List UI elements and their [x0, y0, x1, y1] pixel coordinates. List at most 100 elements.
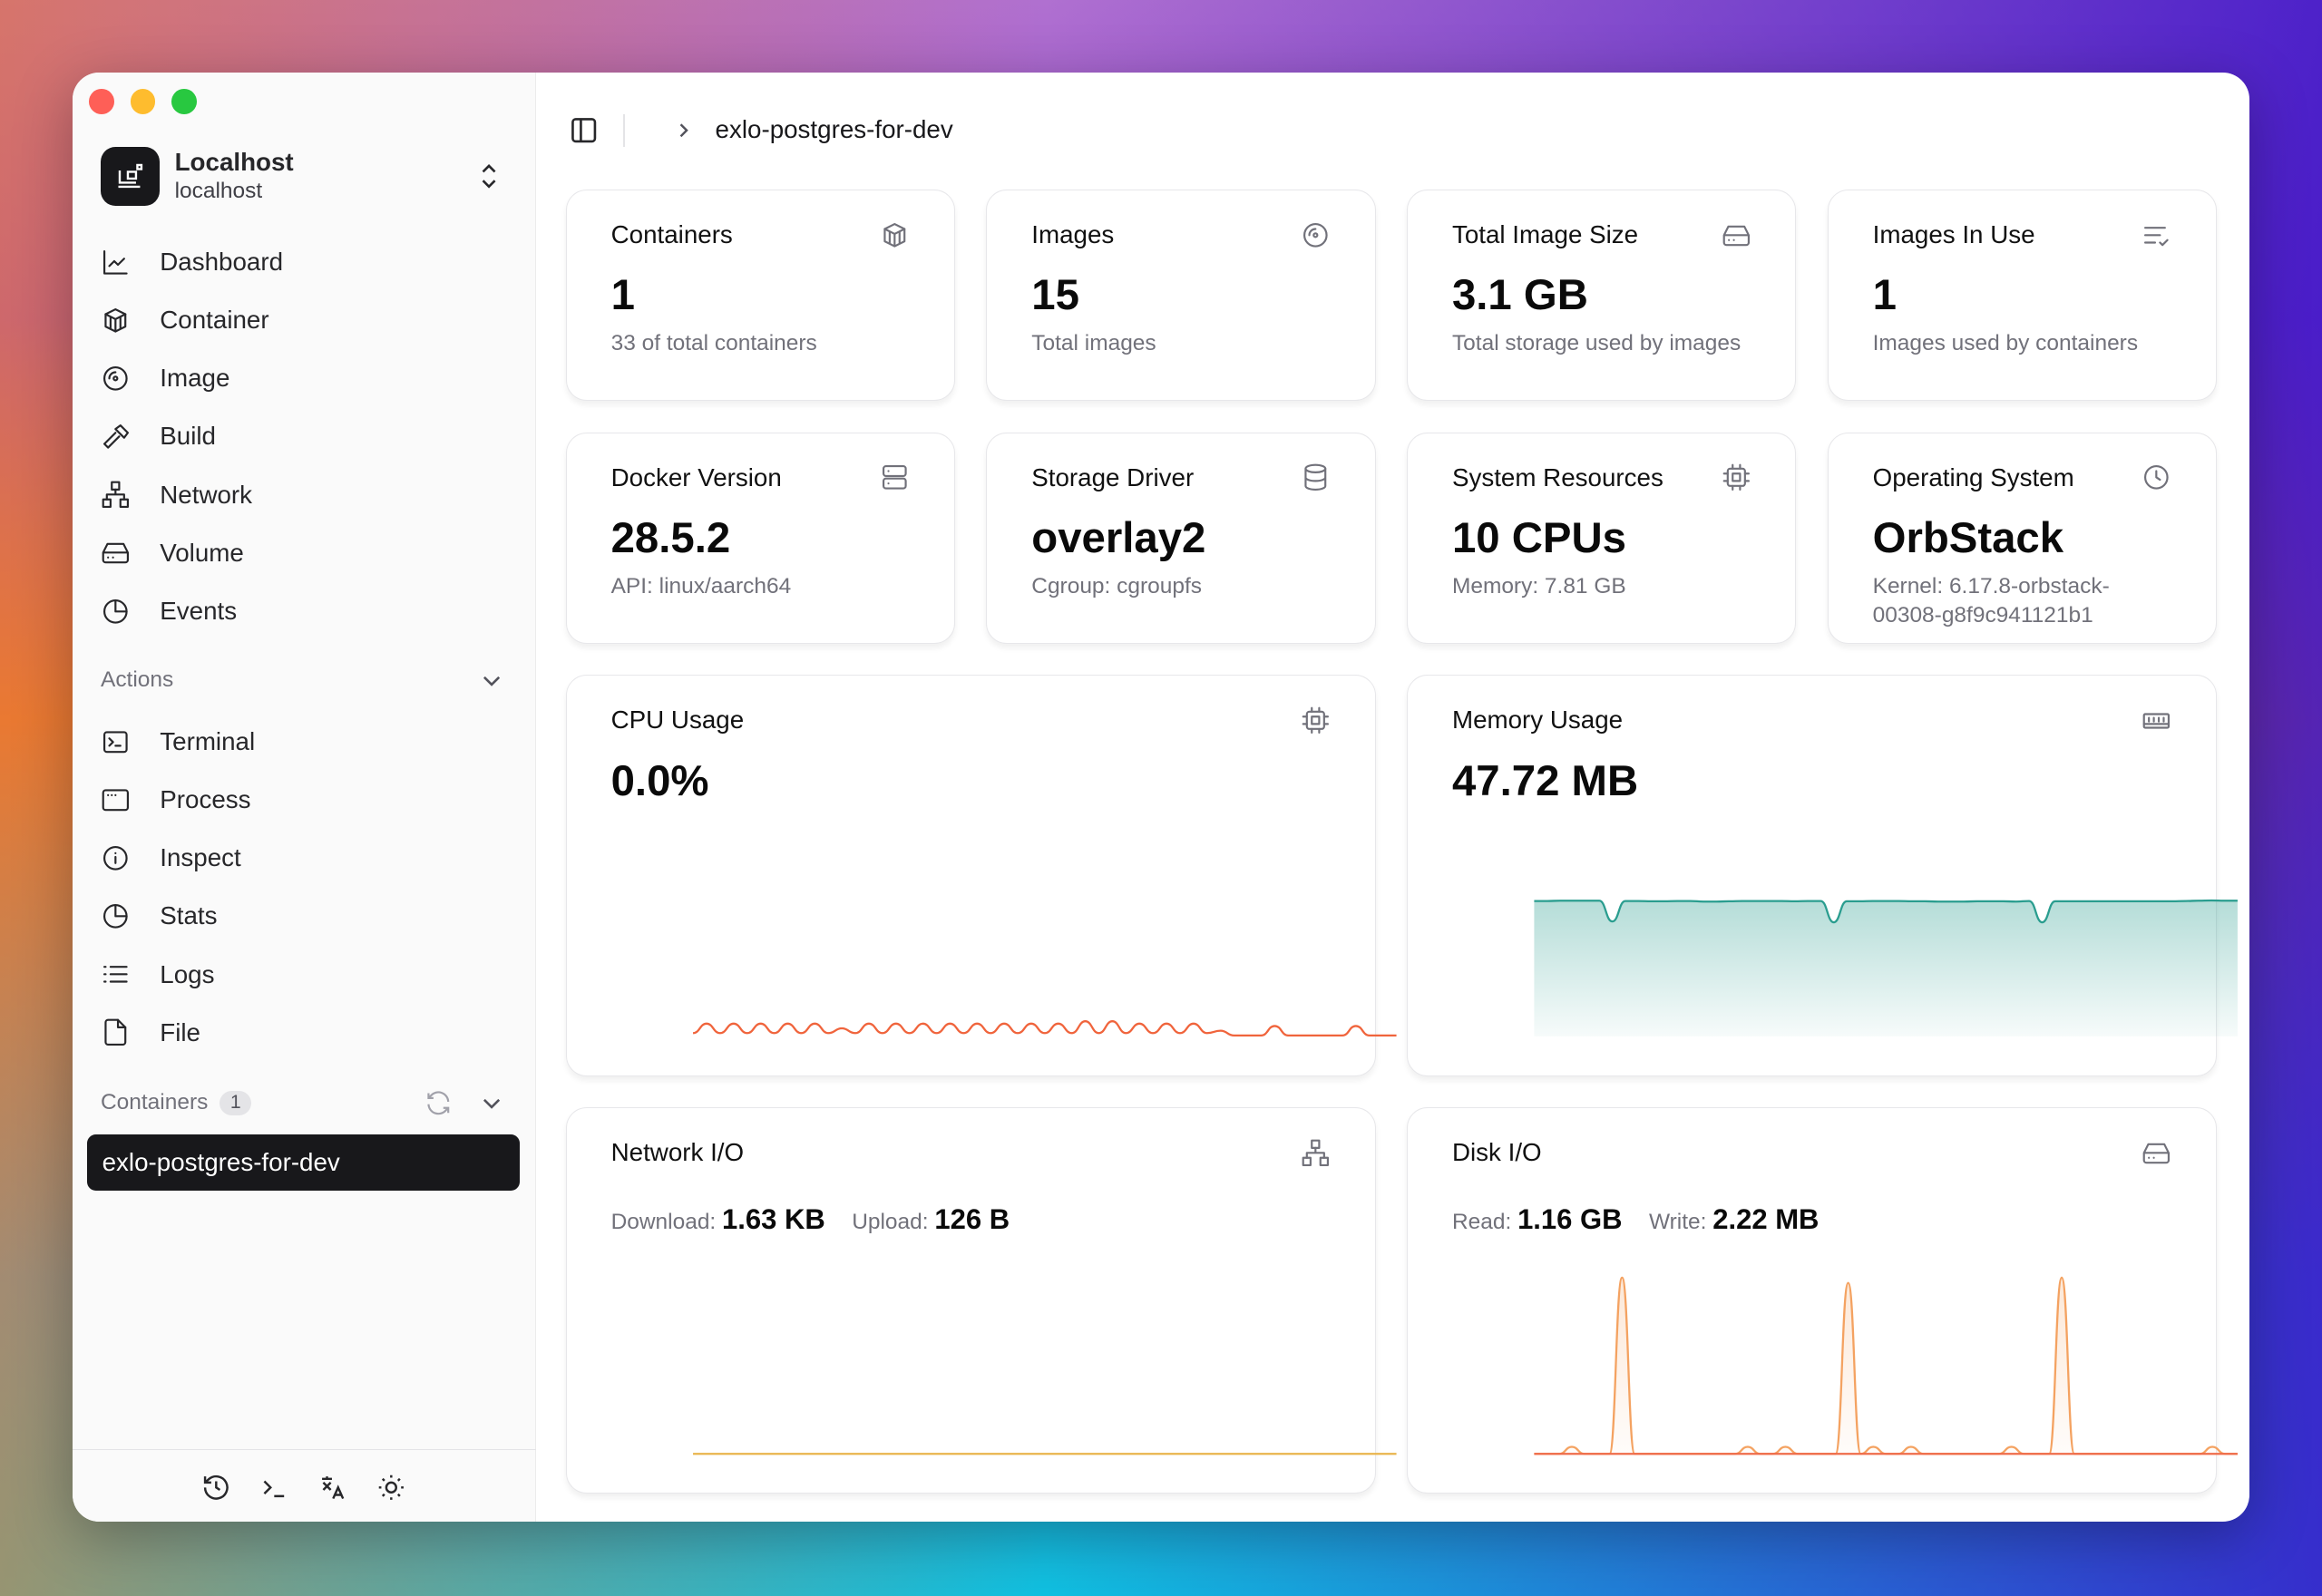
maximize-button[interactable]	[171, 88, 198, 114]
chart-line-icon	[101, 248, 145, 277]
divider	[623, 113, 625, 147]
database-icon	[1301, 462, 1331, 492]
pie-chart-icon	[101, 597, 145, 627]
card-title: Storage Driver	[1031, 462, 1195, 491]
refresh-icon[interactable]	[424, 1088, 454, 1118]
stat-card-operating-system: Operating System OrbStack Kernel: 6.17.8-o…	[1827, 432, 2218, 645]
sidebar-item-process[interactable]: Process	[101, 776, 515, 823]
stat-card-storage-driver: Storage Driver overlay2 Cgroup: cgroupfs	[986, 432, 1376, 645]
disk-io-card: Disk I/O Read: 1.16 GB Write: 2.22 MB	[1406, 1107, 2218, 1494]
container-item-selected[interactable]: exlo-postgres-for-dev	[87, 1134, 521, 1191]
pie-chart-icon	[101, 901, 145, 931]
terminal-icon	[101, 727, 145, 757]
sidebar-item-label: Volume	[160, 538, 244, 567]
server-icon	[880, 462, 910, 492]
download-value: 1.63 KB	[722, 1202, 825, 1235]
stat-card-system-resources: System Resources 10 CPUs Memory: 7.81 GB	[1406, 432, 1797, 645]
disk-read-line	[1534, 1276, 2238, 1455]
sidebar-item-dashboard[interactable]: Dashboard	[101, 238, 515, 286]
chevron-down-icon[interactable]	[480, 1091, 503, 1114]
card-value: overlay2	[1031, 513, 1206, 562]
hard-drive-icon	[101, 538, 145, 568]
clock-icon	[2142, 462, 2171, 492]
chevron-down-icon	[483, 676, 501, 687]
sidebar-item-build[interactable]: Build	[101, 413, 515, 460]
hammer-icon	[101, 422, 145, 452]
card-value: 1	[1872, 271, 1897, 320]
hard-drive-icon	[1722, 220, 1751, 250]
sidebar-item-logs[interactable]: Logs	[101, 950, 515, 998]
sidebar-item-container[interactable]: Container	[101, 297, 515, 344]
sidebar-item-events[interactable]: Events	[101, 588, 515, 635]
write-value: 2.22 MB	[1712, 1202, 1820, 1235]
sidebar-item-network[interactable]: Network	[101, 471, 515, 518]
network-icon	[101, 480, 145, 510]
sidebar-item-terminal[interactable]: Terminal	[101, 718, 515, 765]
sun-icon[interactable]	[376, 1473, 406, 1503]
upload-label: Upload:	[852, 1209, 929, 1234]
card-subtitle: API: linux/aarch64	[610, 573, 792, 598]
terminal-icon[interactable]	[259, 1473, 289, 1503]
minimize-button[interactable]	[130, 88, 156, 114]
host-switcher[interactable]: Localhost localhost	[101, 146, 501, 206]
breadcrumb[interactable]: exlo-postgres-for-dev	[715, 115, 953, 144]
sidebar-footer	[72, 1449, 536, 1522]
host-address: localhost	[174, 179, 263, 204]
sidebar-item-image[interactable]: Image	[101, 355, 515, 402]
card-subtitle: Cgroup: cgroupfs	[1031, 573, 1202, 598]
sidebar-item-label: Logs	[160, 959, 215, 988]
card-value: 15	[1031, 271, 1079, 320]
disk-read-area	[1534, 1277, 2238, 1455]
sidebar-item-label: Inspect	[160, 843, 241, 872]
memory-line	[1534, 899, 2238, 924]
hard-drive-icon	[2142, 1138, 2171, 1168]
sidebar-item-inspect[interactable]: Inspect	[101, 834, 515, 881]
file-icon	[101, 1017, 145, 1047]
sidebar-item-file[interactable]: File	[101, 1009, 515, 1056]
card-subtitle: Total images	[1031, 330, 1156, 355]
sidebar-item-stats[interactable]: Stats	[101, 892, 515, 939]
memory-area	[1534, 900, 2238, 1036]
translate-icon[interactable]	[318, 1473, 348, 1503]
sidebar-item-label: Build	[160, 422, 216, 451]
app-window: Localhost localhost Dashboard Container Ima…	[72, 72, 2249, 1523]
sidebar-item-label: Events	[160, 596, 238, 625]
actions-section-header[interactable]: Actions	[101, 667, 503, 693]
sidebar-item-volume[interactable]: Volume	[101, 530, 515, 577]
box-icon	[101, 306, 145, 336]
box-icon	[880, 220, 910, 250]
history-icon[interactable]	[201, 1473, 231, 1503]
containers-label: Containers	[101, 1090, 209, 1115]
sidebar-item-label: Container	[160, 306, 269, 335]
card-subtitle: 33 of total containers	[610, 330, 817, 355]
sidebar-item-label: Image	[160, 364, 230, 393]
sidebar-item-label: Stats	[160, 901, 218, 930]
actions-label: Actions	[101, 667, 174, 693]
cpu-icon	[1301, 706, 1331, 735]
network-io-card: Network I/O Download: 1.63 KB Upload: 126…	[565, 1107, 1376, 1494]
containers-count-badge: 1	[220, 1090, 252, 1115]
window-icon	[101, 785, 145, 815]
stat-card-images: Images 15 Total images	[986, 189, 1376, 402]
card-title: Containers	[610, 219, 733, 248]
card-title: Total Image Size	[1451, 219, 1639, 248]
card-value: 1	[610, 271, 635, 320]
card-value: OrbStack	[1872, 513, 2064, 562]
stat-card-total-image-size: Total Image Size 3.1 GB Total storage used…	[1406, 189, 1797, 402]
close-button[interactable]	[88, 88, 114, 114]
card-value: 10 CPUs	[1451, 513, 1626, 562]
sidebar: Localhost localhost Dashboard Container Ima…	[72, 72, 536, 1523]
card-title: Memory Usage	[1451, 706, 1624, 735]
card-subtitle: Memory: 7.81 GB	[1451, 573, 1626, 598]
list-icon	[101, 959, 145, 989]
sidebar-item-label: Dashboard	[160, 247, 284, 276]
cpu-icon	[1722, 462, 1751, 492]
sidebar-item-label: Terminal	[160, 726, 256, 755]
sidebar-item-label: Network	[160, 480, 253, 509]
write-label: Write:	[1648, 1209, 1707, 1234]
read-value: 1.16 GB	[1517, 1202, 1623, 1235]
chevron-up-down-icon	[482, 163, 496, 189]
card-value: 3.1 GB	[1451, 271, 1588, 320]
sidebar-toggle-icon[interactable]	[571, 117, 597, 143]
card-title: Images	[1031, 219, 1115, 248]
